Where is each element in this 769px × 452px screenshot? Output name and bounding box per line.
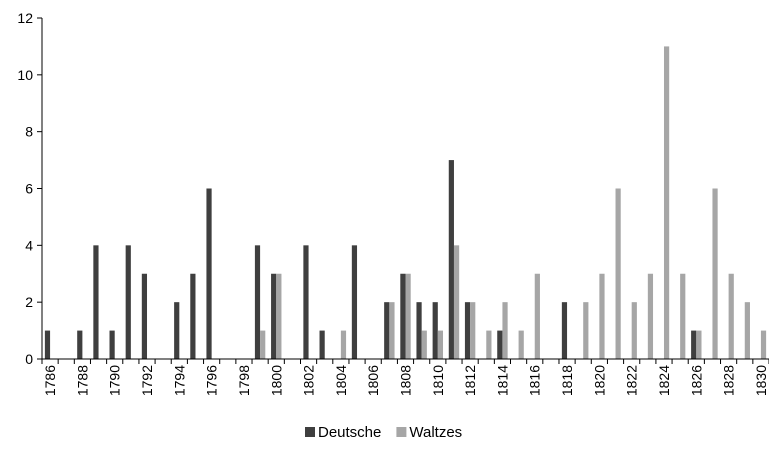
y-tick-label: 4 — [25, 237, 33, 253]
bar-waltzes-1799 — [260, 330, 266, 359]
bar-deutsche-1796 — [206, 188, 212, 359]
x-axis-ticks: 1786 1788 1790 1792 1794 1796 1798 1800 1802 1804… — [41, 359, 769, 396]
y-tick-label: 0 — [25, 351, 33, 367]
bar-waltzes-1822 — [631, 302, 637, 359]
bar-deutsche-1803 — [319, 330, 325, 359]
bar-waltzes-1823 — [647, 273, 654, 359]
y-tick-label: 12 — [17, 10, 33, 26]
bar-deutsche-1809 — [416, 302, 422, 359]
x-tick-label: 1798 — [236, 365, 252, 396]
bar-waltzes-1807 — [389, 302, 395, 359]
bar-waltzes-1804 — [340, 330, 347, 359]
bar-deutsche-1805 — [351, 245, 358, 359]
x-tick-label: 1788 — [74, 365, 90, 396]
x-tick-label: 1792 — [139, 365, 155, 396]
legend-swatch-deutsche — [305, 427, 315, 437]
bar-waltzes-1815 — [518, 330, 524, 359]
x-tick-label: 1786 — [42, 365, 58, 396]
bar-deutsche-1808 — [400, 273, 406, 359]
bar-deutsche-1814 — [497, 330, 503, 359]
x-tick-label: 1814 — [494, 365, 510, 396]
y-tick-label: 8 — [25, 124, 33, 140]
bars — [44, 46, 767, 360]
x-tick-label: 1810 — [430, 365, 446, 396]
bar-waltzes-1826 — [696, 330, 702, 359]
x-tick-label: 1790 — [107, 365, 123, 396]
bar-deutsche-1807 — [384, 302, 390, 359]
legend-label-waltzes: Waltzes — [409, 424, 462, 441]
legend-label-deutsche: Deutsche — [318, 424, 381, 441]
bar-waltzes-1820 — [599, 273, 605, 359]
x-tick-label: 1820 — [591, 365, 607, 396]
bar-deutsche-1800 — [271, 273, 277, 359]
bar-deutsche-1811 — [448, 160, 454, 359]
y-tick-label: 10 — [17, 67, 33, 83]
bar-deutsche-1810 — [432, 302, 438, 359]
bar-deutsche-1799 — [254, 245, 261, 359]
bar-deutsche-1812 — [464, 302, 471, 359]
bar-waltzes-1824 — [663, 46, 670, 360]
bar-waltzes-1827 — [712, 188, 718, 359]
x-tick-label: 1830 — [753, 365, 769, 396]
y-axis-ticks: 0 2 4 6 8 10 12 — [17, 10, 42, 367]
x-tick-label: 1800 — [268, 365, 284, 396]
bar-waltzes-1819 — [583, 302, 589, 359]
bar-waltzes-1829 — [744, 302, 750, 359]
x-tick-label: 1802 — [301, 365, 317, 396]
x-tick-label: 1826 — [688, 365, 704, 396]
bar-deutsche-1818 — [561, 302, 568, 359]
x-tick-label: 1828 — [721, 365, 737, 396]
bar-deutsche-1802 — [303, 245, 309, 359]
x-tick-label: 1824 — [656, 365, 672, 396]
bar-waltzes-1810 — [437, 330, 444, 359]
bar-deutsche-1788 — [77, 330, 83, 359]
bar-waltzes-1808 — [405, 273, 411, 359]
bar-waltzes-1800 — [276, 273, 282, 359]
bar-deutsche-1792 — [141, 273, 148, 359]
bar-deutsche-1791 — [125, 245, 131, 359]
bar-waltzes-1821 — [615, 188, 621, 359]
x-tick-label: 1808 — [398, 365, 414, 396]
bar-waltzes-1813 — [486, 330, 492, 359]
x-tick-label: 1812 — [462, 365, 478, 396]
x-tick-label: 1818 — [559, 365, 575, 396]
legend: Deutsche Waltzes — [305, 424, 462, 441]
x-tick-label: 1816 — [527, 365, 543, 396]
bar-waltzes-1828 — [728, 273, 734, 359]
bar-waltzes-1816 — [534, 273, 540, 359]
bar-deutsche-1789 — [93, 245, 99, 359]
bar-waltzes-1812 — [470, 302, 476, 359]
y-tick-label: 6 — [25, 181, 33, 197]
y-tick-label: 2 — [25, 294, 33, 310]
bar-waltzes-1811 — [453, 245, 460, 359]
bar-deutsche-1826 — [691, 330, 697, 359]
bar-deutsche-1786 — [44, 330, 51, 359]
bar-deutsche-1794 — [174, 302, 180, 359]
bar-waltzes-1830 — [760, 330, 767, 359]
bar-waltzes-1809 — [421, 330, 427, 359]
x-tick-label: 1796 — [204, 365, 220, 396]
bar-deutsche-1795 — [190, 273, 196, 359]
x-tick-label: 1806 — [365, 365, 381, 396]
x-tick-label: 1794 — [171, 365, 187, 396]
x-tick-label: 1804 — [333, 365, 349, 396]
x-tick-label: 1822 — [624, 365, 640, 396]
bar-waltzes-1825 — [680, 273, 686, 359]
legend-swatch-waltzes — [396, 427, 407, 437]
bar-deutsche-1790 — [109, 330, 115, 359]
bar-waltzes-1814 — [502, 302, 508, 359]
